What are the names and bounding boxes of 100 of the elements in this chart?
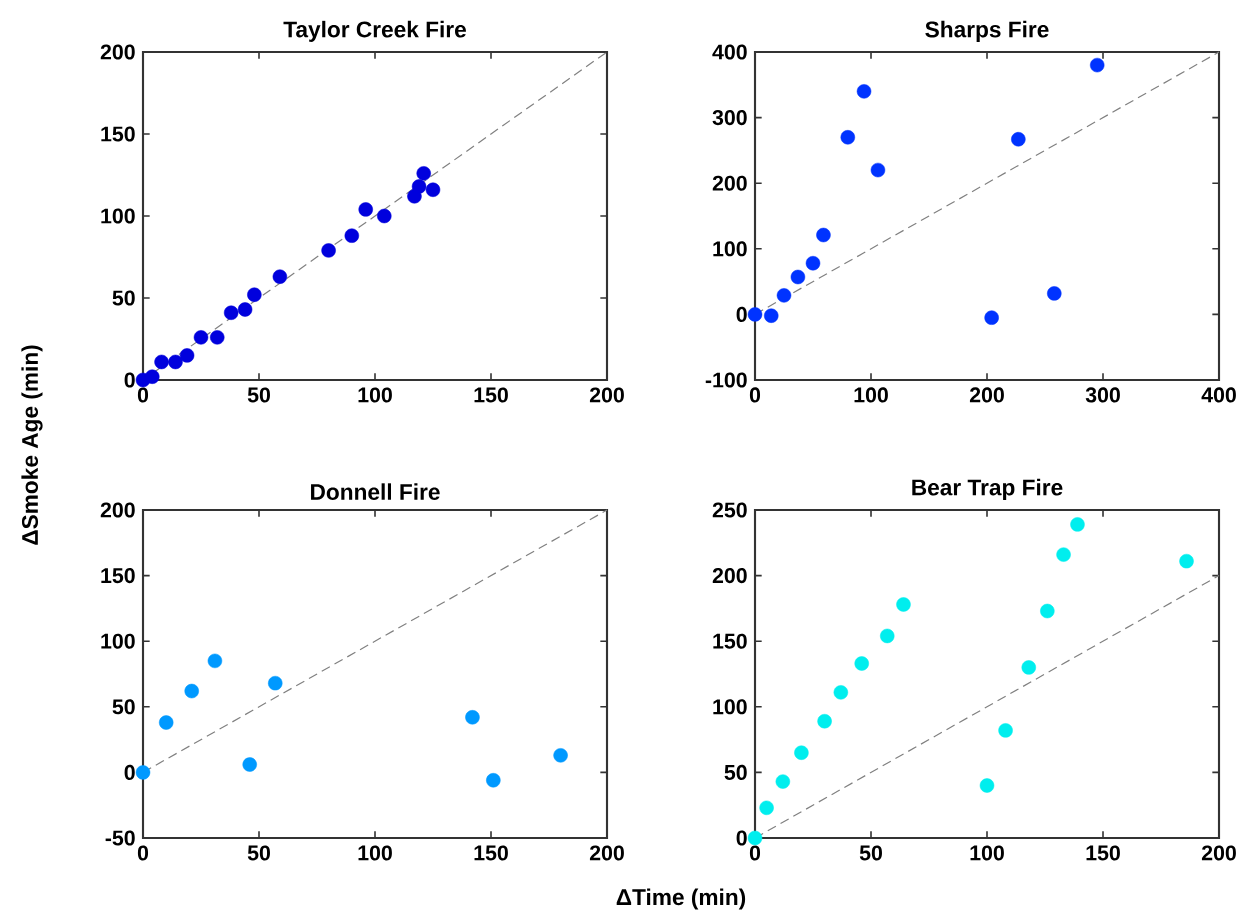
y-tick-label: 250 <box>712 502 747 518</box>
x-tick-label: 100 <box>970 845 1004 861</box>
point <box>1070 517 1085 532</box>
y-tick-label: 100 <box>101 633 135 649</box>
point <box>377 208 392 224</box>
point <box>776 288 792 303</box>
x-tick-label: 300 <box>1085 387 1120 403</box>
point <box>805 256 821 271</box>
point <box>1021 660 1036 675</box>
point <box>840 130 856 145</box>
point <box>486 773 501 788</box>
point <box>268 675 283 691</box>
x-tick-label: 50 <box>247 845 270 861</box>
point <box>984 310 999 325</box>
x-tick-label: 0 <box>749 387 761 403</box>
point <box>465 710 480 725</box>
y-tick-label: 100 <box>713 241 747 257</box>
y-tick-label: 200 <box>712 175 747 191</box>
point <box>168 354 183 370</box>
point <box>747 307 763 322</box>
point <box>747 830 763 846</box>
point <box>193 330 209 345</box>
y-tick-label: 150 <box>713 633 747 649</box>
y-tick-label: 0 <box>124 764 135 780</box>
y-tick-label: 50 <box>724 764 747 780</box>
y-tick-label: 200 <box>100 502 135 518</box>
point <box>223 305 239 320</box>
point <box>1011 132 1026 147</box>
point <box>135 765 151 780</box>
x-tick-label: 400 <box>1201 387 1236 403</box>
point <box>1056 547 1071 562</box>
point <box>184 683 199 699</box>
point <box>833 685 849 700</box>
point <box>764 308 779 323</box>
x-tick-label: 50 <box>859 845 882 861</box>
point <box>856 84 872 99</box>
y-tick-label: 0 <box>736 830 747 846</box>
y-tick-label: 200 <box>100 44 135 60</box>
y-tick-label: 100 <box>713 699 747 715</box>
point <box>145 369 160 384</box>
x-tick-label: 150 <box>1086 845 1120 861</box>
y-tick-label: 50 <box>112 290 135 306</box>
x-tick-label: 100 <box>358 387 392 403</box>
point <box>321 243 336 258</box>
point <box>775 774 791 789</box>
point <box>425 182 441 197</box>
y-tick-label: 400 <box>712 44 747 60</box>
point <box>416 166 431 181</box>
point <box>817 714 832 729</box>
x-tick-label: 200 <box>589 845 624 861</box>
y-tick-label: -100 <box>705 372 747 388</box>
point <box>1090 57 1105 73</box>
point <box>154 354 169 370</box>
chart-title: Taylor Creek Fire <box>283 20 466 42</box>
y-axis-title: ΔSmoke Age (min) <box>21 345 43 545</box>
point <box>1047 286 1062 301</box>
point <box>272 269 288 284</box>
chart-title: Bear Trap Fire <box>912 478 1063 500</box>
point <box>880 628 895 644</box>
y-tick-label: 300 <box>712 110 747 126</box>
y-tick-label: 150 <box>101 126 135 142</box>
point <box>247 287 262 302</box>
x-axis-title: ΔTime (min) <box>616 888 746 910</box>
x-tick-label: 150 <box>474 387 508 403</box>
y-tick-label: 150 <box>101 568 135 584</box>
point <box>816 227 831 243</box>
point <box>759 800 774 816</box>
chart-title: Sharps Fire <box>925 20 1049 42</box>
x-tick-label: 200 <box>969 387 1004 403</box>
point <box>1179 553 1194 569</box>
x-tick-label: 200 <box>589 387 624 403</box>
point <box>979 778 995 793</box>
point <box>998 723 1013 738</box>
point <box>854 656 869 671</box>
point <box>790 269 806 285</box>
x-tick-label: 0 <box>137 845 149 861</box>
point <box>794 745 809 760</box>
x-tick-label: 0 <box>137 387 149 403</box>
y-tick-label: 200 <box>712 568 747 584</box>
y-tick-label: 50 <box>112 699 135 715</box>
point <box>237 302 253 317</box>
x-tick-label: 50 <box>247 387 270 403</box>
point <box>870 162 886 178</box>
point <box>896 597 911 612</box>
point <box>207 653 223 669</box>
x-tick-label: 200 <box>1201 845 1236 861</box>
point <box>553 748 568 763</box>
y-tick-label: -50 <box>105 830 135 846</box>
y-tick-label: 0 <box>736 306 747 322</box>
point <box>1040 603 1055 619</box>
point <box>179 348 195 363</box>
point <box>159 715 174 730</box>
point <box>411 179 427 194</box>
y-tick-label: 100 <box>101 208 135 224</box>
point <box>210 330 225 345</box>
y-tick-label: 0 <box>124 372 135 388</box>
x-tick-label: 150 <box>474 845 508 861</box>
point <box>358 202 373 217</box>
x-tick-label: 0 <box>749 845 761 861</box>
x-tick-label: 100 <box>358 845 392 861</box>
